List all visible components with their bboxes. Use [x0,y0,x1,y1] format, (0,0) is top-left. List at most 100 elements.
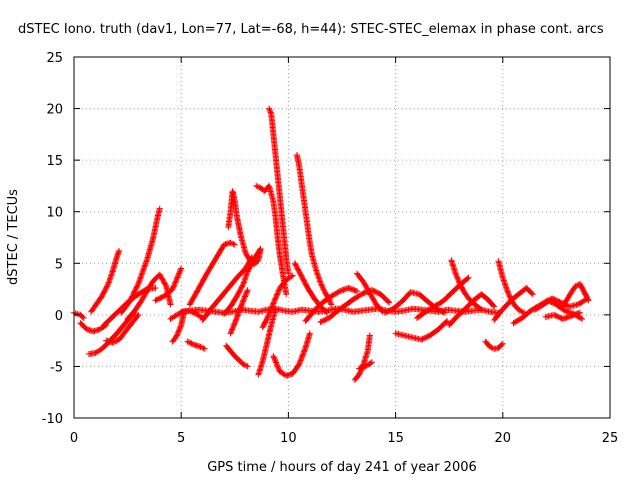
data-point [240,361,247,368]
data-point [518,308,525,315]
data-point [253,182,260,189]
x-tick-label: 0 [70,431,78,446]
data-point [516,307,523,314]
y-tick-label: 25 [46,51,63,66]
data-point [270,354,277,361]
data-point [366,288,373,295]
data-point [464,275,471,282]
phase-arc-14 [186,239,238,308]
data-point [140,294,147,301]
data-point [161,280,168,287]
data-point [170,284,177,291]
data-point [366,290,373,297]
phase-arc-37 [482,338,506,352]
data-point [110,339,117,346]
data-point [385,298,392,305]
data-point [162,281,169,288]
phase-arc-7 [118,205,163,316]
data-point [227,239,234,246]
phase-arc-11 [169,311,187,345]
phase-arc-28 [317,287,393,326]
data-point [264,314,271,321]
data-point [130,290,137,297]
data-point [275,366,282,373]
data-point [528,290,535,297]
data-point [137,299,144,306]
data-point [274,363,281,370]
data-point [174,274,181,281]
data-point [172,279,179,286]
data-point [116,247,123,254]
data-point [269,301,276,308]
data-point [189,341,196,348]
data-point [230,323,237,330]
phase-arc-39 [491,285,536,324]
data-point [371,297,378,304]
data-point [270,300,277,307]
data-point [256,246,263,253]
data-point [256,184,263,191]
data-point [230,322,237,329]
data-point [228,240,235,247]
x-tick-label: 25 [602,431,619,446]
data-point [274,362,281,369]
phase-arc-32 [381,289,448,316]
data-point [289,272,296,279]
data-point [172,312,179,319]
data-point [271,355,278,362]
data-point [453,271,460,278]
data-point [356,370,363,377]
phase-arc-42 [559,280,592,310]
phase-arc-5 [103,311,142,346]
data-point [200,345,207,352]
data-point [128,294,135,301]
y-tick-label: 10 [46,206,63,221]
data-point [177,323,184,330]
data-point [240,296,247,303]
data-point [320,285,327,292]
data-point [572,282,579,289]
data-point [229,325,236,332]
data-point [584,296,591,303]
data-point [266,105,273,112]
data-point [174,329,181,336]
data-point [268,304,275,311]
data-point [579,315,586,322]
data-point [157,272,164,279]
data-point [267,306,274,313]
phase-arc-13 [184,338,208,352]
phase-arc-18 [227,287,251,337]
data-point [173,333,180,340]
data-point [354,288,361,295]
data-point [129,293,136,300]
data-point [176,326,183,333]
data-point [319,283,326,290]
data-point [366,332,373,339]
data-point [317,279,324,286]
data-point [228,329,235,336]
data-point [158,274,165,281]
data-point [272,356,278,363]
data-point [506,293,513,300]
data-point [175,271,182,278]
data-point [506,292,513,299]
data-point [488,344,495,351]
data-point [267,109,274,116]
data-points [71,105,592,383]
data-point [133,284,140,291]
data-point [369,293,376,300]
data-point [244,287,251,294]
data-point [197,343,204,350]
data-point [455,277,462,284]
data-point [177,266,184,273]
data-point [178,265,185,272]
data-point [184,338,191,345]
phase-arc-31 [356,359,376,372]
data-point [577,315,584,322]
data-point [444,318,451,325]
data-point [141,291,148,298]
plot-frame [73,56,611,419]
data-point [360,278,367,285]
data-point [443,318,450,325]
